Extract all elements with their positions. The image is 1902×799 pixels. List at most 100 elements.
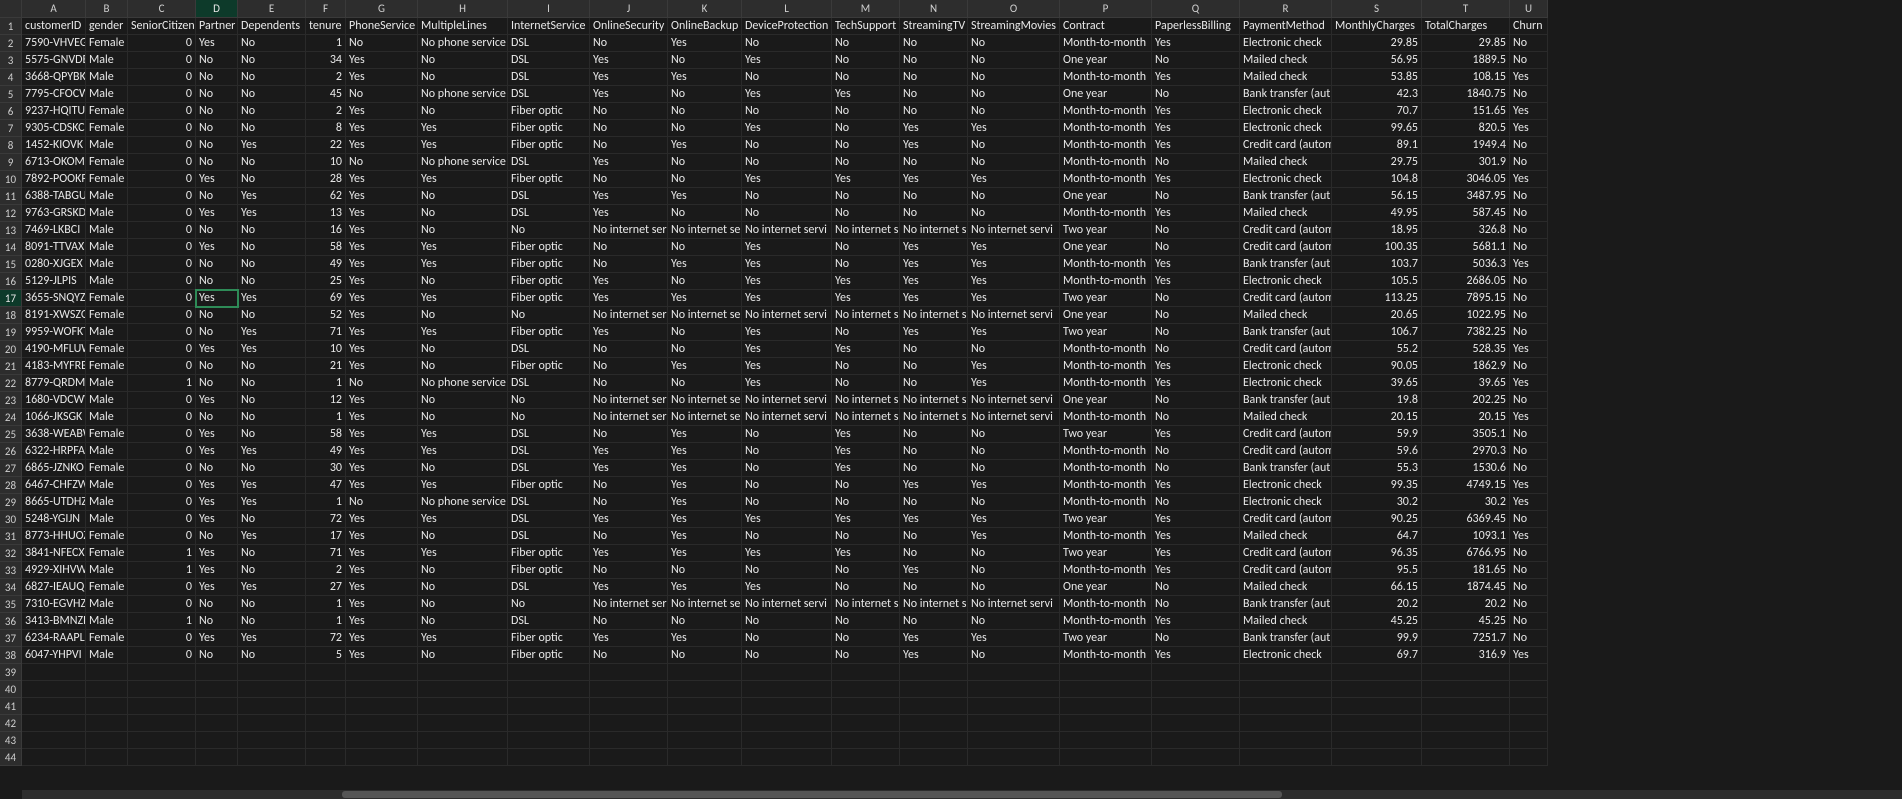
empty-cell[interactable] bbox=[1060, 715, 1152, 732]
cell-N32[interactable]: No bbox=[900, 545, 968, 562]
cell-L32[interactable]: Yes bbox=[742, 545, 832, 562]
cell-M36[interactable]: No bbox=[832, 613, 900, 630]
cell-O20[interactable]: No bbox=[968, 341, 1060, 358]
empty-cell[interactable] bbox=[346, 681, 418, 698]
cell-S19[interactable]: 106.7 bbox=[1332, 324, 1422, 341]
row-header-31[interactable]: 31 bbox=[0, 528, 22, 545]
cell-I35[interactable]: No bbox=[508, 596, 590, 613]
cell-B36[interactable]: Male bbox=[86, 613, 128, 630]
cell-H35[interactable]: No bbox=[418, 596, 508, 613]
cell-M9[interactable]: No bbox=[832, 154, 900, 171]
cell-S7[interactable]: 99.65 bbox=[1332, 120, 1422, 137]
cell-O35[interactable]: No internet servi bbox=[968, 596, 1060, 613]
cell-E18[interactable]: No bbox=[238, 307, 306, 324]
cell-K11[interactable]: Yes bbox=[668, 188, 742, 205]
horizontal-scrollbar[interactable] bbox=[22, 790, 1902, 799]
header-cell[interactable]: Partner bbox=[196, 18, 238, 35]
cell-N28[interactable]: Yes bbox=[900, 477, 968, 494]
cell-Q17[interactable]: No bbox=[1152, 290, 1240, 307]
cell-L16[interactable]: Yes bbox=[742, 273, 832, 290]
cell-T6[interactable]: 151.65 bbox=[1422, 103, 1510, 120]
header-cell[interactable]: customerID bbox=[22, 18, 86, 35]
cell-I2[interactable]: DSL bbox=[508, 35, 590, 52]
cell-T29[interactable]: 30.2 bbox=[1422, 494, 1510, 511]
cell-I20[interactable]: DSL bbox=[508, 341, 590, 358]
column-header-S[interactable]: S bbox=[1332, 0, 1422, 18]
cell-A35[interactable]: 7310-EGVHZ bbox=[22, 596, 86, 613]
empty-cell[interactable] bbox=[968, 749, 1060, 766]
cell-R5[interactable]: Bank transfer (aut bbox=[1240, 86, 1332, 103]
cell-R14[interactable]: Credit card (autom bbox=[1240, 239, 1332, 256]
empty-cell[interactable] bbox=[238, 681, 306, 698]
empty-cell[interactable] bbox=[832, 732, 900, 749]
cell-A20[interactable]: 4190-MFLUW bbox=[22, 341, 86, 358]
cell-G25[interactable]: Yes bbox=[346, 426, 418, 443]
cell-S30[interactable]: 90.25 bbox=[1332, 511, 1422, 528]
empty-cell[interactable] bbox=[832, 749, 900, 766]
header-cell[interactable]: DeviceProtection bbox=[742, 18, 832, 35]
cell-N30[interactable]: Yes bbox=[900, 511, 968, 528]
empty-cell[interactable] bbox=[1152, 732, 1240, 749]
cell-T19[interactable]: 7382.25 bbox=[1422, 324, 1510, 341]
cell-A28[interactable]: 6467-CHFZW bbox=[22, 477, 86, 494]
empty-cell[interactable] bbox=[1060, 681, 1152, 698]
cell-L34[interactable]: Yes bbox=[742, 579, 832, 596]
cell-M20[interactable]: Yes bbox=[832, 341, 900, 358]
row-header-12[interactable]: 12 bbox=[0, 205, 22, 222]
cell-Q10[interactable]: Yes bbox=[1152, 171, 1240, 188]
cell-A31[interactable]: 8773-HHUOZ bbox=[22, 528, 86, 545]
cell-O28[interactable]: Yes bbox=[968, 477, 1060, 494]
cell-G11[interactable]: Yes bbox=[346, 188, 418, 205]
column-header-M[interactable]: M bbox=[832, 0, 900, 18]
cell-M22[interactable]: No bbox=[832, 375, 900, 392]
cell-O15[interactable]: Yes bbox=[968, 256, 1060, 273]
cell-M25[interactable]: Yes bbox=[832, 426, 900, 443]
cell-B7[interactable]: Female bbox=[86, 120, 128, 137]
cell-U19[interactable]: No bbox=[1510, 324, 1548, 341]
cell-D28[interactable]: Yes bbox=[196, 477, 238, 494]
cell-Q19[interactable]: No bbox=[1152, 324, 1240, 341]
cell-U4[interactable]: Yes bbox=[1510, 69, 1548, 86]
cell-E33[interactable]: No bbox=[238, 562, 306, 579]
cell-C32[interactable]: 1 bbox=[128, 545, 196, 562]
cell-N16[interactable]: Yes bbox=[900, 273, 968, 290]
row-header-41[interactable]: 41 bbox=[0, 698, 22, 715]
empty-cell[interactable] bbox=[128, 715, 196, 732]
cell-C27[interactable]: 0 bbox=[128, 460, 196, 477]
cell-M5[interactable]: Yes bbox=[832, 86, 900, 103]
empty-cell[interactable] bbox=[22, 664, 86, 681]
empty-cell[interactable] bbox=[196, 732, 238, 749]
cell-G14[interactable]: Yes bbox=[346, 239, 418, 256]
cell-F11[interactable]: 62 bbox=[306, 188, 346, 205]
cell-K17[interactable]: Yes bbox=[668, 290, 742, 307]
cell-Q23[interactable]: No bbox=[1152, 392, 1240, 409]
empty-cell[interactable] bbox=[668, 698, 742, 715]
cell-C2[interactable]: 0 bbox=[128, 35, 196, 52]
cell-R29[interactable]: Electronic check bbox=[1240, 494, 1332, 511]
empty-cell[interactable] bbox=[1510, 664, 1548, 681]
column-header-O[interactable]: O bbox=[968, 0, 1060, 18]
cell-Q31[interactable]: Yes bbox=[1152, 528, 1240, 545]
cell-U9[interactable]: No bbox=[1510, 154, 1548, 171]
cell-L20[interactable]: Yes bbox=[742, 341, 832, 358]
cell-A3[interactable]: 5575-GNVDE bbox=[22, 52, 86, 69]
cell-R27[interactable]: Bank transfer (aut bbox=[1240, 460, 1332, 477]
cell-C18[interactable]: 0 bbox=[128, 307, 196, 324]
cell-B30[interactable]: Male bbox=[86, 511, 128, 528]
cell-Q2[interactable]: Yes bbox=[1152, 35, 1240, 52]
cell-N6[interactable]: No bbox=[900, 103, 968, 120]
cell-O27[interactable]: No bbox=[968, 460, 1060, 477]
cell-P31[interactable]: Month-to-month bbox=[1060, 528, 1152, 545]
column-header-L[interactable]: L bbox=[742, 0, 832, 18]
cell-S22[interactable]: 39.65 bbox=[1332, 375, 1422, 392]
cell-T25[interactable]: 3505.1 bbox=[1422, 426, 1510, 443]
column-header-B[interactable]: B bbox=[86, 0, 128, 18]
empty-cell[interactable] bbox=[128, 749, 196, 766]
cell-G21[interactable]: Yes bbox=[346, 358, 418, 375]
cell-U5[interactable]: No bbox=[1510, 86, 1548, 103]
cell-R23[interactable]: Bank transfer (aut bbox=[1240, 392, 1332, 409]
cell-K13[interactable]: No internet se bbox=[668, 222, 742, 239]
cell-P26[interactable]: Month-to-month bbox=[1060, 443, 1152, 460]
cell-G13[interactable]: Yes bbox=[346, 222, 418, 239]
cell-F6[interactable]: 2 bbox=[306, 103, 346, 120]
